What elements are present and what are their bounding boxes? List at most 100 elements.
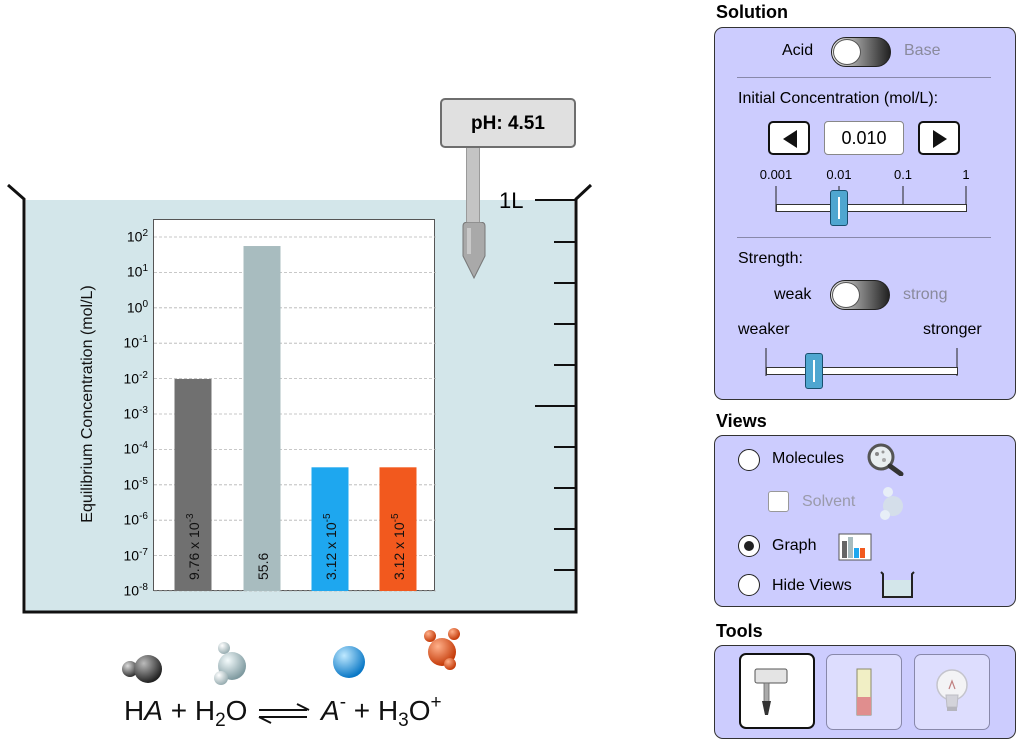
graph-label[interactable]: Graph [772, 537, 817, 554]
eq-ha-a: A [144, 695, 163, 726]
bar-0 [174, 378, 212, 591]
y-tick-label-9: 10-7 [114, 547, 148, 564]
y-tick-exp-0: 2 [142, 228, 148, 239]
y-tick-label-7: 10-5 [114, 476, 148, 493]
y-tick-label-2: 100 [114, 299, 148, 316]
weak-label[interactable]: weak [774, 286, 812, 303]
hide-views-radio[interactable] [738, 574, 760, 596]
strong-label[interactable]: strong [903, 286, 948, 303]
y-tick-label-4: 10-2 [114, 370, 148, 387]
y-tick-exp-6: -4 [139, 440, 148, 452]
eq-h2o-o: O [225, 695, 248, 726]
arrow-left-icon [783, 130, 797, 148]
lightbulb-icon [936, 669, 968, 711]
y-axis-label: Equilibrium Concentration (mol/L) [79, 285, 96, 523]
tools-heading: Tools [716, 621, 763, 641]
y-tick-base-5: 10 [123, 405, 140, 422]
molecules-radio[interactable] [738, 449, 760, 471]
weaker-label: weaker [738, 321, 790, 338]
ph-paper-tool-button[interactable] [826, 654, 902, 730]
strength-label: Strength: [738, 250, 803, 267]
bar-value-exponent-2: -5 [322, 513, 333, 522]
solution-divider-2 [737, 237, 991, 238]
y-tick-label-0: 102 [114, 228, 148, 245]
y-tick-exp-10: -8 [139, 582, 148, 593]
magnifier-icon [867, 443, 904, 476]
eq-h3o-h: H [377, 695, 399, 726]
base-label[interactable]: Base [904, 42, 941, 59]
concentration-graph: 9.76 x 10-3 55.6 3.12 x 10-5 3.12 x 10-5 [153, 219, 436, 592]
water-molecule-icon [880, 487, 903, 520]
y-tick-base-0: 10 [126, 228, 143, 245]
eq-a-charge: - [339, 692, 347, 713]
bar-1 [243, 246, 281, 591]
weak-strong-toggle-knob[interactable] [832, 282, 860, 308]
solvent-label[interactable]: Solvent [802, 493, 856, 510]
y-tick-exp-1: 1 [142, 263, 148, 275]
y-tick-exp-3: -1 [139, 334, 148, 346]
ha-molecule-icon [122, 655, 162, 683]
concentration-increase-button[interactable] [918, 121, 960, 155]
reaction-equation: HA + H2O A- + H3O+ [124, 692, 442, 732]
bar-value-label-2: 3.12 x 10-5 [322, 513, 339, 580]
solvent-checkbox[interactable] [768, 491, 789, 512]
ph-probe-tip[interactable] [460, 222, 488, 282]
ph-meter-shaft[interactable] [466, 148, 480, 230]
a-minus-ion-icon [333, 646, 365, 678]
weak-strong-toggle[interactable] [830, 280, 890, 310]
ph-meter-tool-button[interactable] [739, 653, 815, 729]
concentration-decrease-button[interactable] [768, 121, 810, 155]
bar-graph-icon [838, 533, 872, 561]
equilibrium-arrows-icon [258, 703, 310, 724]
y-tick-label-1: 101 [114, 263, 148, 280]
conc-tick-3: 1 [962, 167, 970, 182]
bar-value-exponent-0: -3 [185, 513, 196, 522]
solution-panel [714, 27, 1016, 400]
y-tick-label-3: 10-1 [114, 334, 148, 351]
bar-value-exponent-3: -5 [390, 513, 401, 522]
beaker [7, 183, 593, 614]
eq-a-species: A [321, 695, 340, 726]
eq-plus-1: + [162, 695, 195, 726]
concentration-slider-thumb[interactable] [830, 190, 849, 226]
h2o-molecule-icon [214, 642, 246, 685]
y-tick-exp-7: -5 [139, 475, 148, 487]
y-tick-label-10: 10-8 [114, 582, 148, 599]
bar-value-label-1: 55.6 [255, 553, 271, 580]
conc-tick-0: 0.001 [759, 167, 793, 182]
bar-2 [311, 467, 349, 591]
initial-concentration-label: Initial Concentration (mol/L): [738, 90, 939, 107]
acid-base-toggle[interactable] [831, 37, 891, 67]
solution-heading: Solution [716, 2, 788, 22]
ph-meter-readout[interactable]: pH: 4.51 [440, 98, 576, 148]
y-tick-base-1: 10 [126, 264, 143, 281]
strength-slider-track[interactable] [766, 367, 958, 375]
y-tick-exp-8: -6 [139, 511, 148, 523]
acid-base-toggle-knob[interactable] [833, 39, 861, 65]
eq-h2o-sub: 2 [215, 710, 226, 731]
concentration-slider-track[interactable] [776, 204, 967, 212]
molecules-label[interactable]: Molecules [772, 450, 845, 467]
y-tick-exp-2: 0 [142, 298, 148, 310]
strength-slider-thumb[interactable] [805, 353, 823, 389]
y-tick-label-5: 10-3 [114, 405, 148, 422]
views-panel [714, 435, 1016, 607]
graph-radio[interactable] [738, 535, 760, 557]
conductivity-tool-button[interactable] [914, 654, 990, 730]
y-tick-base-8: 10 [123, 511, 140, 528]
graph-plot-area: 9.76 x 10-3 55.6 3.12 x 10-5 3.12 x 10-5 [154, 236, 436, 592]
eq-plus-2: + [346, 695, 378, 726]
hide-views-label[interactable]: Hide Views [772, 577, 852, 594]
bar-3 [379, 467, 417, 591]
concentration-field[interactable]: 0.010 [824, 121, 904, 155]
h3o-plus-ion-icon [424, 628, 460, 670]
y-tick-exp-5: -3 [139, 405, 148, 416]
beaker-icon [880, 571, 915, 598]
bar-value-label-0: 9.76 x 10-3 [185, 513, 202, 580]
conc-tick-1: 0.01 [826, 167, 852, 182]
y-tick-base-6: 10 [123, 441, 140, 458]
y-tick-exp-9: -7 [139, 546, 148, 558]
y-tick-label-6: 10-4 [114, 440, 148, 457]
acid-label[interactable]: Acid [782, 42, 814, 59]
eq-h2o-h: H [194, 695, 216, 726]
